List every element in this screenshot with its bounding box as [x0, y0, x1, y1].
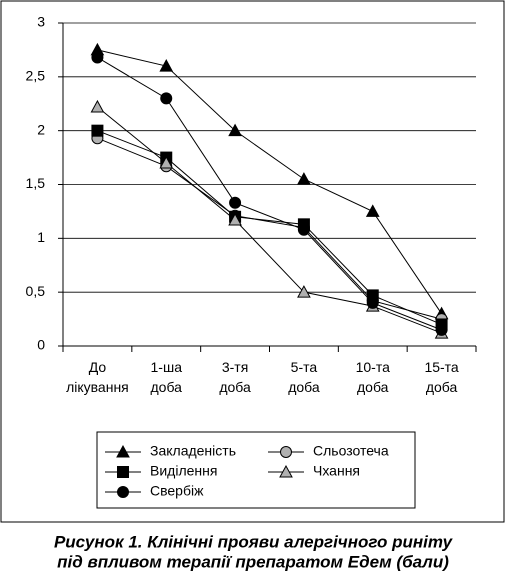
marker [91, 51, 104, 64]
marker [228, 212, 242, 226]
series-line [97, 49, 442, 314]
y-tick-label: 1,5 [26, 175, 46, 191]
x-tick-label: 1-ша доба [151, 359, 183, 395]
marker [160, 92, 173, 105]
legend-label: Виділення [150, 463, 217, 479]
legend-label: Свербіж [150, 483, 204, 499]
series-line [97, 57, 442, 331]
marker [159, 155, 174, 169]
marker [116, 444, 130, 458]
caption-line: Рисунок 1. Клінічні прояви алергічного р… [54, 532, 454, 551]
marker [91, 124, 104, 137]
series-line [97, 106, 442, 334]
marker [297, 285, 311, 298]
legend-box [96, 431, 416, 509]
marker [90, 99, 105, 113]
marker [297, 223, 310, 236]
legend-label: Закладеність [150, 443, 236, 459]
y-tick-label: 3 [37, 14, 45, 30]
y-tick-label: 2 [37, 121, 45, 137]
x-tick-label: 5-та доба [288, 359, 320, 395]
caption-line: під впливом терапії препаратом Едем (бал… [57, 552, 449, 571]
x-tick-label: До лікування [66, 359, 129, 395]
y-tick-label: 2,5 [26, 68, 46, 84]
y-tick-label: 0,5 [26, 283, 46, 299]
marker [228, 123, 242, 137]
marker [117, 466, 129, 478]
marker [159, 59, 174, 72]
series-line [97, 137, 442, 320]
x-tick-label: 10-та доба [356, 359, 390, 395]
marker [279, 464, 293, 478]
y-tick-label: 1 [37, 229, 45, 245]
x-tick-label: 3-тя доба [219, 359, 251, 395]
x-tick-label: 15-та доба [424, 359, 458, 395]
marker [229, 196, 242, 209]
marker [280, 446, 292, 458]
marker [117, 486, 129, 498]
marker [435, 323, 448, 336]
marker [297, 172, 311, 185]
y-tick-label: 0 [37, 337, 45, 353]
legend-label: Сльозотеча [313, 443, 389, 459]
marker [365, 204, 380, 217]
marker [366, 296, 379, 309]
legend-label: Чхання [313, 463, 360, 479]
chart-frame [0, 0, 505, 523]
